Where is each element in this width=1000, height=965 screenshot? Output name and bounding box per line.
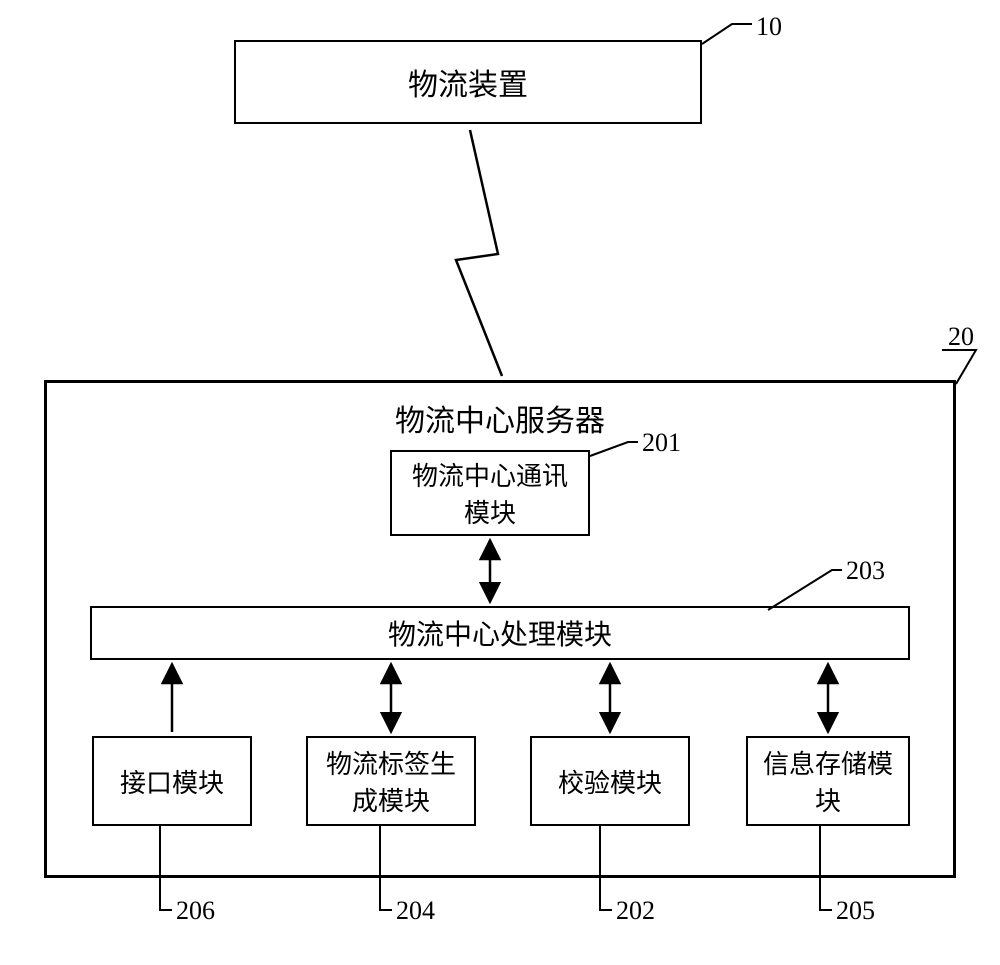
ref-202: 202: [616, 896, 655, 926]
leader-10: [702, 24, 752, 44]
comm-module-box: 物流中心通讯模块: [390, 450, 590, 536]
ref-10: 10: [756, 12, 782, 42]
taggen-module-box: 物流标签生成模块: [306, 736, 476, 826]
logistics-device-label: 物流装置: [408, 60, 528, 104]
server-title: 物流中心服务器: [44, 396, 956, 440]
taggen-module-label: 物流标签生成模块: [308, 744, 474, 818]
ref-20: 20: [948, 322, 974, 352]
check-module-box: 校验模块: [530, 736, 690, 826]
logistics-device-box: 物流装置: [234, 40, 702, 124]
ref-203: 203: [846, 556, 885, 586]
interface-module-box: 接口模块: [92, 736, 252, 826]
proc-module-box: 物流中心处理模块: [90, 606, 910, 660]
ref-204: 204: [396, 896, 435, 926]
ref-205: 205: [836, 896, 875, 926]
check-module-label: 校验模块: [558, 763, 662, 800]
comm-module-label: 物流中心通讯模块: [392, 456, 588, 530]
wireless-signal-icon: [456, 130, 502, 376]
ref-201: 201: [642, 428, 681, 458]
store-module-box: 信息存储模块: [746, 736, 910, 826]
proc-module-label: 物流中心处理模块: [388, 613, 612, 653]
store-module-label: 信息存储模块: [748, 744, 908, 818]
interface-module-label: 接口模块: [120, 763, 224, 800]
leader-20: [942, 350, 976, 384]
ref-206: 206: [176, 896, 215, 926]
